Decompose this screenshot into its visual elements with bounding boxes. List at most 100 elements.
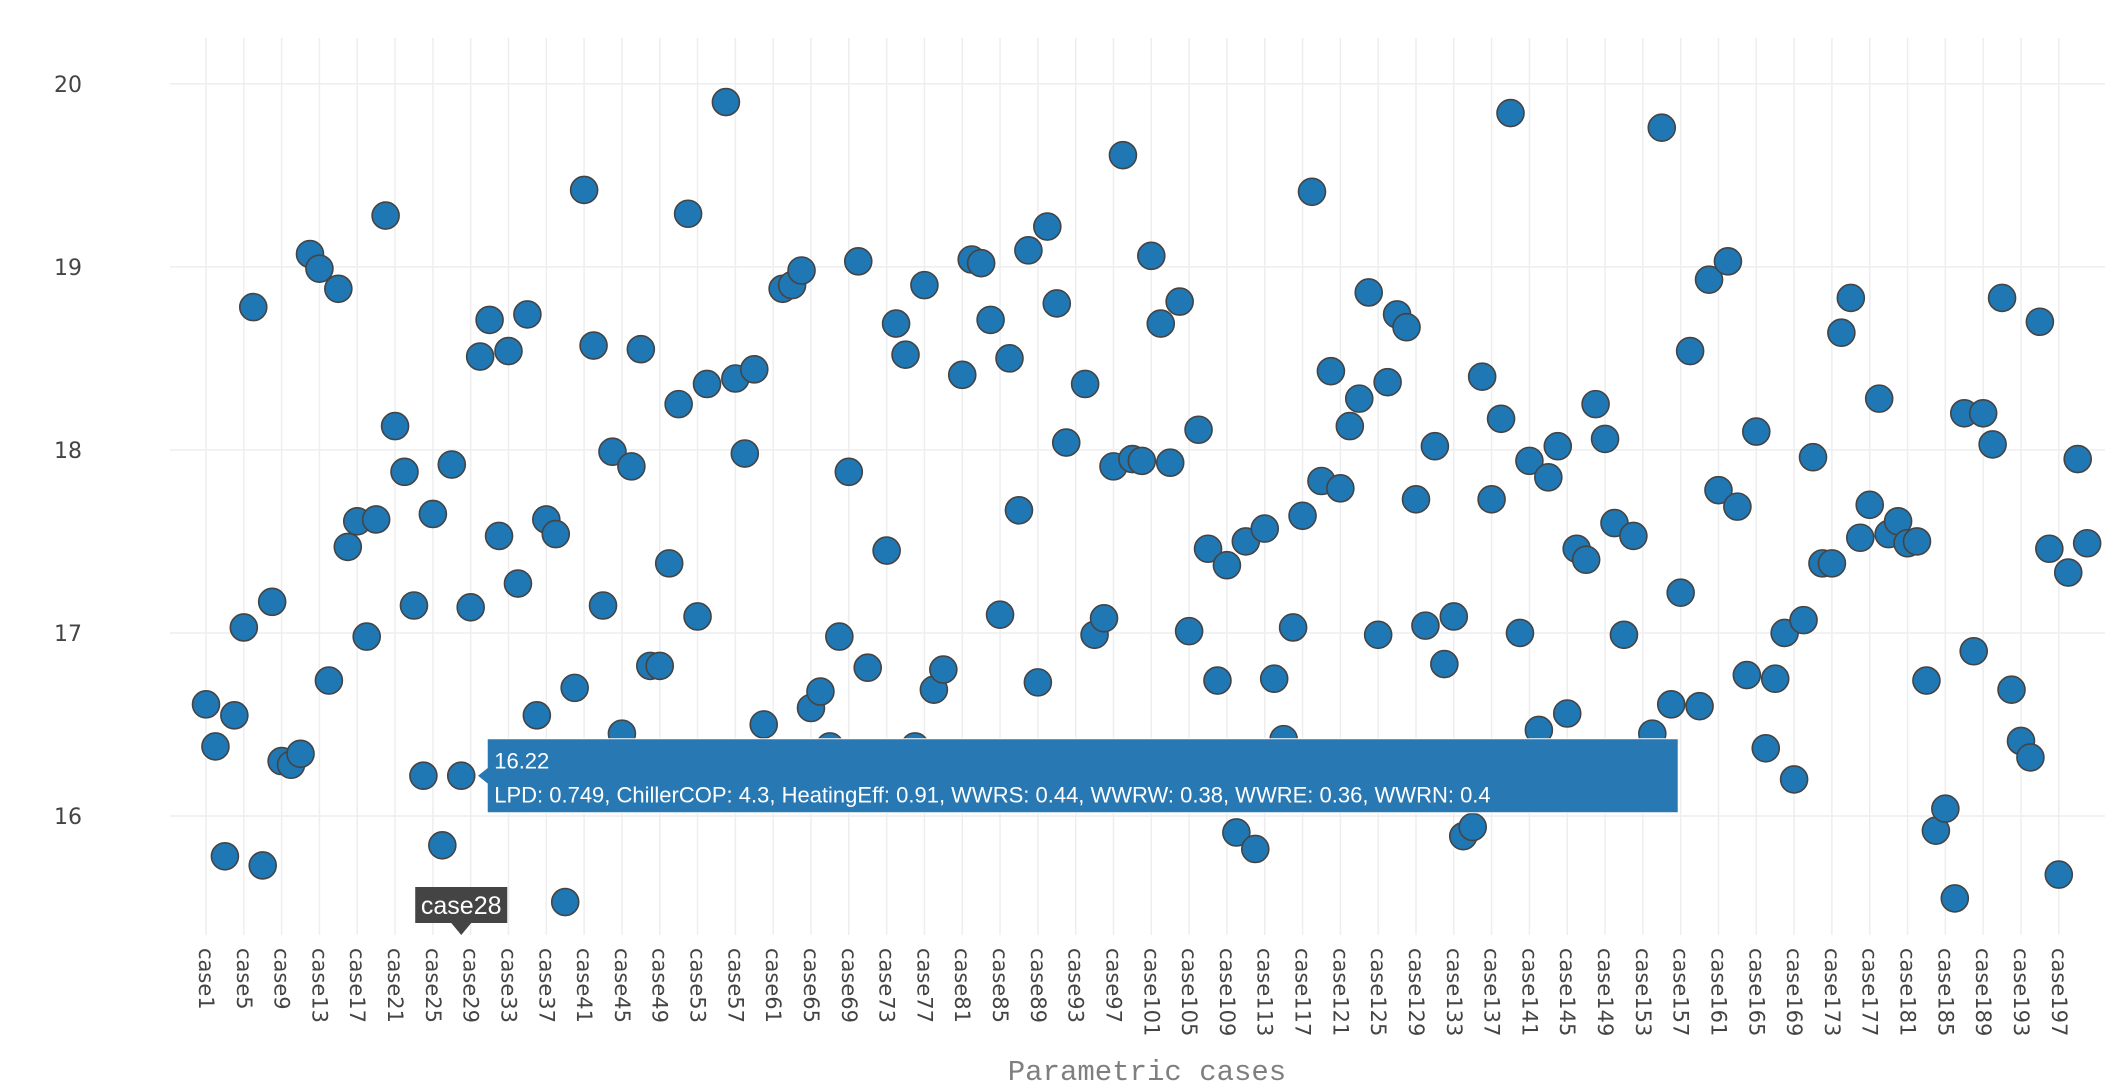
data-point[interactable]: [588, 591, 618, 620]
data-point[interactable]: [1193, 534, 1223, 564]
data-point[interactable]: [2072, 528, 2102, 558]
data-point[interactable]: [513, 300, 542, 329]
data-point[interactable]: [191, 690, 221, 719]
data-point[interactable]: [929, 655, 958, 684]
data-point[interactable]: [1401, 485, 1431, 514]
data-point[interactable]: [995, 344, 1024, 373]
data-point[interactable]: [409, 761, 438, 791]
data-point[interactable]: [1902, 527, 1932, 556]
data-point[interactable]: [465, 342, 495, 371]
data-point[interactable]: [248, 851, 278, 880]
data-point[interactable]: [910, 270, 939, 300]
data-point[interactable]: [2044, 860, 2074, 889]
data-point[interactable]: [1515, 446, 1544, 476]
data-point[interactable]: [446, 761, 476, 791]
data-point[interactable]: [891, 340, 920, 369]
data-point[interactable]: [1571, 545, 1601, 575]
data-point[interactable]: [2035, 534, 2064, 564]
data-point[interactable]: [1590, 424, 1620, 454]
data-point[interactable]: [1344, 384, 1374, 413]
data-point[interactable]: [399, 591, 429, 620]
data-point[interactable]: [560, 673, 589, 703]
data-point[interactable]: [1430, 649, 1459, 679]
data-point[interactable]: [210, 841, 240, 871]
data-point[interactable]: [1855, 490, 1885, 520]
data-point[interactable]: [1552, 699, 1582, 728]
data-point[interactable]: [654, 549, 684, 578]
data-point[interactable]: [1203, 666, 1232, 695]
data-point[interactable]: [1656, 690, 1686, 719]
data-point[interactable]: [1297, 177, 1327, 207]
data-point[interactable]: [484, 521, 514, 551]
data-point[interactable]: [361, 505, 391, 534]
data-point[interactable]: [1411, 611, 1440, 640]
data-point[interactable]: [966, 248, 996, 278]
data-point[interactable]: [739, 355, 769, 384]
data-point[interactable]: [1968, 398, 1998, 428]
data-point[interactable]: [1335, 411, 1365, 441]
data-point[interactable]: [1845, 523, 1875, 553]
data-point[interactable]: [1042, 289, 1072, 318]
data-point[interactable]: [683, 602, 712, 631]
data-point[interactable]: [1723, 492, 1752, 521]
data-point[interactable]: [1392, 312, 1421, 342]
data-point[interactable]: [1836, 283, 1866, 313]
data-point[interactable]: [598, 437, 627, 467]
data-point[interactable]: [1316, 356, 1346, 386]
data-point[interactable]: [1864, 384, 1894, 413]
data-point[interactable]: [1023, 668, 1053, 697]
data-point[interactable]: [1675, 336, 1705, 366]
data-point[interactable]: [825, 622, 854, 651]
data-point[interactable]: [1137, 241, 1166, 271]
data-point[interactable]: [711, 87, 741, 117]
data-point[interactable]: [1363, 620, 1393, 650]
data-point[interactable]: [352, 622, 382, 651]
data-point[interactable]: [569, 175, 599, 205]
data-point[interactable]: [1987, 283, 2017, 313]
data-point[interactable]: [626, 334, 656, 364]
data-point[interactable]: [1240, 834, 1270, 864]
data-point[interactable]: [324, 274, 353, 304]
data-point[interactable]: [305, 254, 334, 283]
data-point[interactable]: [1647, 113, 1677, 142]
data-point[interactable]: [1439, 602, 1469, 631]
data-point[interactable]: [1184, 415, 1213, 445]
data-point[interactable]: [1155, 448, 1185, 478]
data-point[interactable]: [1704, 475, 1733, 505]
data-point[interactable]: [1222, 818, 1251, 847]
data-point[interactable]: [503, 569, 533, 598]
data-point[interactable]: [1978, 430, 2007, 459]
data-point[interactable]: [1827, 318, 1856, 348]
data-point[interactable]: [1070, 369, 1100, 399]
data-point[interactable]: [834, 457, 864, 487]
data-point[interactable]: [579, 331, 608, 360]
data-point[interactable]: [617, 452, 646, 481]
data-point[interactable]: [1694, 265, 1724, 294]
data-point[interactable]: [806, 677, 835, 706]
data-point[interactable]: [1458, 812, 1488, 842]
data-point[interactable]: [1912, 666, 1941, 695]
data-point[interactable]: [1760, 664, 1790, 694]
data-point[interactable]: [541, 519, 571, 549]
data-point[interactable]: [692, 369, 722, 399]
data-point[interactable]: [1713, 247, 1743, 276]
data-point[interactable]: [1127, 446, 1157, 476]
data-point[interactable]: [1278, 613, 1308, 642]
data-point[interactable]: [872, 536, 901, 565]
data-point[interactable]: [749, 710, 779, 739]
data-point[interactable]: [1288, 501, 1317, 531]
data-point[interactable]: [2025, 307, 2055, 337]
data-point[interactable]: [1051, 428, 1081, 457]
data-point[interactable]: [1486, 404, 1516, 434]
data-point[interactable]: [437, 450, 467, 479]
data-point[interactable]: [522, 701, 552, 730]
data-point[interactable]: [390, 457, 419, 487]
data-point[interactable]: [456, 593, 485, 622]
data-point[interactable]: [1732, 660, 1762, 690]
data-point[interactable]: [1467, 362, 1497, 391]
data-point[interactable]: [220, 701, 249, 730]
data-point[interactable]: [380, 411, 410, 441]
data-point[interactable]: [238, 292, 268, 322]
data-point[interactable]: [1741, 417, 1771, 446]
data-point[interactable]: [1496, 98, 1525, 128]
